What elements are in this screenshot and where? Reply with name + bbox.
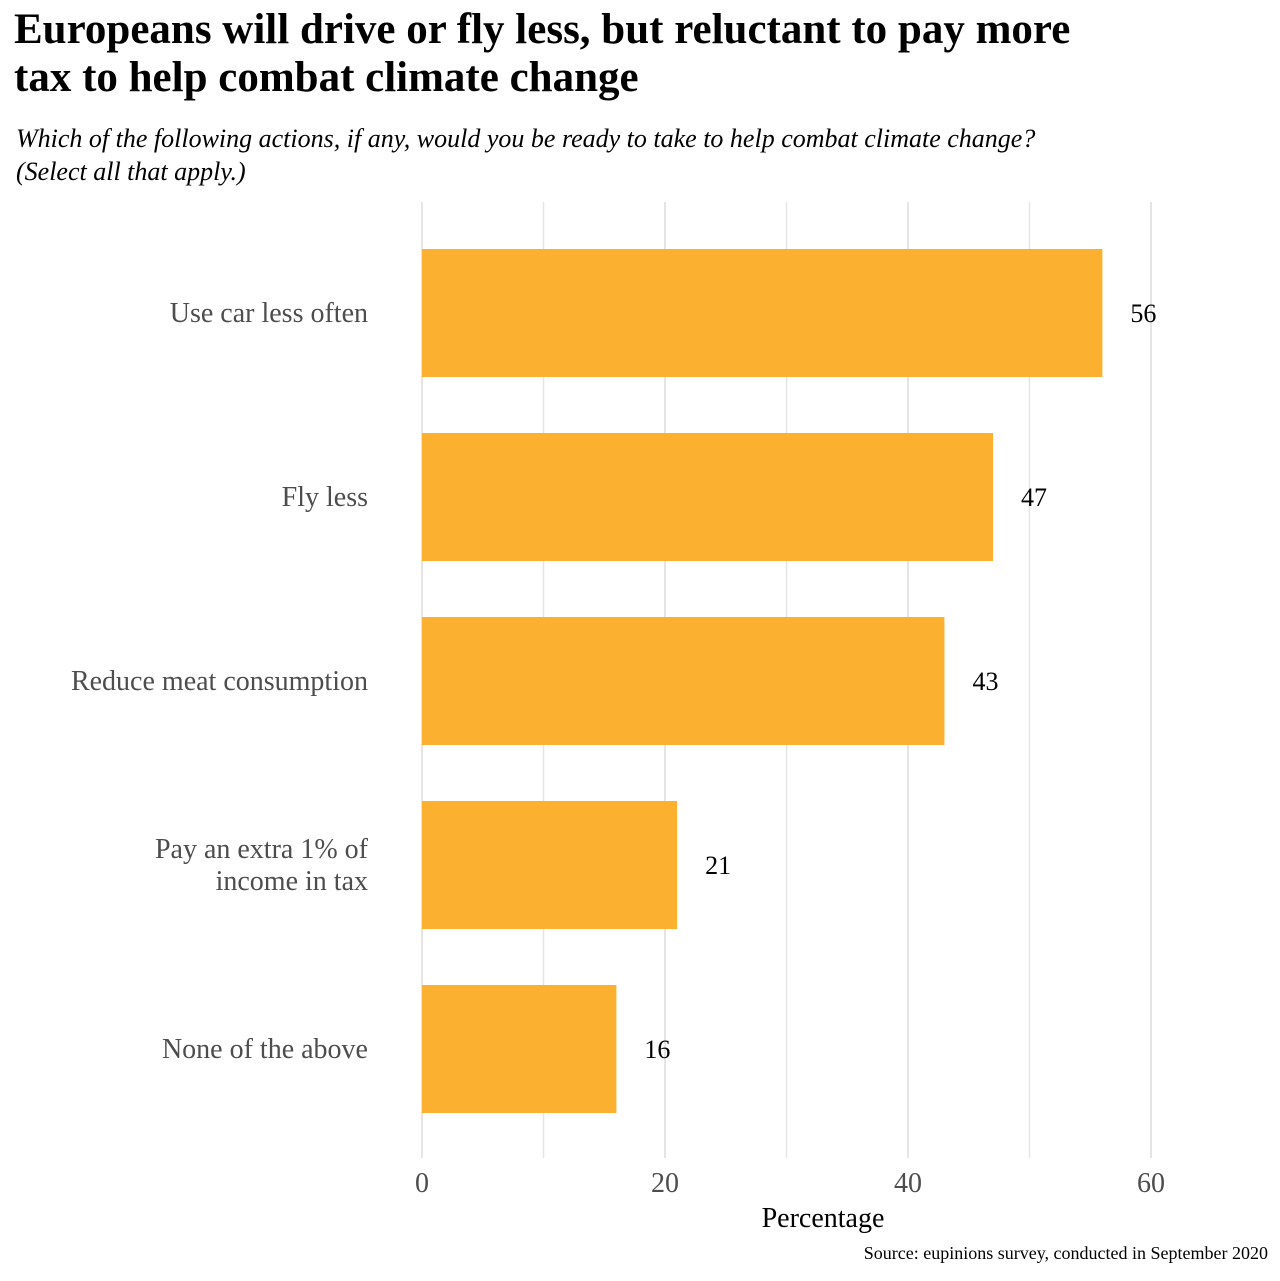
category-label: Reduce meat consumption (71, 666, 368, 697)
category-labels: Use car less often Fly less Reduce meat co… (71, 298, 369, 1065)
source-caption: Source: eupinions survey, conducted in S… (863, 1243, 1268, 1263)
bar (422, 617, 945, 745)
bars (422, 249, 1103, 1113)
x-tick-label: 40 (894, 1168, 922, 1199)
value-label: 21 (705, 851, 731, 880)
value-label: 47 (1021, 483, 1047, 512)
value-label: 56 (1130, 299, 1156, 328)
x-tick-label: 60 (1137, 1168, 1165, 1199)
value-labels: 56 47 43 21 16 (644, 299, 1156, 1064)
category-label: None of the above (162, 1034, 368, 1065)
x-tick-label: 0 (415, 1168, 429, 1199)
x-axis-tick-labels: 0 20 40 60 (415, 1168, 1165, 1199)
category-label: Use car less often (170, 298, 368, 329)
bar (422, 801, 678, 929)
bar (422, 985, 617, 1113)
bar (422, 249, 1103, 377)
x-axis-title: Percentage (762, 1203, 885, 1234)
category-label: Pay an extra 1% of income in tax (155, 834, 369, 897)
bar (422, 433, 994, 561)
category-label: Fly less (282, 482, 368, 513)
chart-subtitle: Which of the following actions, if any, … (16, 124, 1036, 186)
chart-title: Europeans will drive or fly less, but re… (14, 6, 1071, 101)
value-label: 16 (644, 1035, 670, 1064)
x-tick-label: 20 (651, 1168, 679, 1199)
value-label: 43 (972, 667, 998, 696)
